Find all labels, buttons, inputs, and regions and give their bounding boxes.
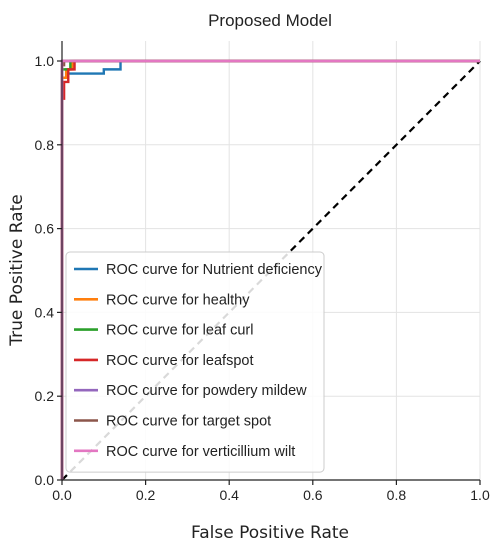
tick-labels: 0.0 0.2 0.4 0.6 0.8 1.0 0.0 0.2 0.4 0.6 0.8 1.0	[35, 53, 490, 503]
legend-box	[65, 251, 325, 473]
x-tick-label-5: 1.0	[470, 487, 490, 503]
x-axis-label: False Positive Rate	[191, 523, 349, 543]
x-tick-label-1: 0.2	[136, 487, 156, 503]
x-tick-label-3: 0.6	[303, 487, 323, 503]
axes	[61, 41, 480, 481]
y-tick-label-2: 0.4	[35, 304, 55, 320]
y-axis-label: True Positive Rate	[7, 194, 27, 346]
y-tick-label-1: 0.2	[35, 388, 55, 404]
x-tick-label-4: 0.8	[387, 487, 407, 503]
legend-label-3: ROC curve for leaf curl	[106, 323, 253, 339]
legend-label-5: ROC curve for powdery mildew	[106, 383, 307, 399]
y-tick-label-3: 0.6	[35, 221, 55, 237]
legend-label-2: ROC curve for healthy	[106, 292, 250, 308]
legend-label-1: ROC curve for Nutrient deficiency	[106, 262, 323, 278]
y-tick-label-4: 0.8	[35, 137, 55, 153]
chart-title: Proposed Model	[208, 11, 332, 30]
y-tick-label-5: 1.0	[35, 53, 55, 69]
y-tick-label-0: 0.0	[35, 472, 55, 488]
legend-label-6: ROC curve for target spot	[106, 414, 271, 430]
legend: ROC curve for Nutrient deficiency ROC cur…	[65, 251, 325, 473]
x-tick-label-2: 0.4	[219, 487, 239, 503]
legend-label-4: ROC curve for leafspot	[106, 353, 253, 369]
legend-label-7: ROC curve for verticillium wilt	[106, 444, 295, 460]
x-tick-label-0: 0.0	[52, 487, 72, 503]
